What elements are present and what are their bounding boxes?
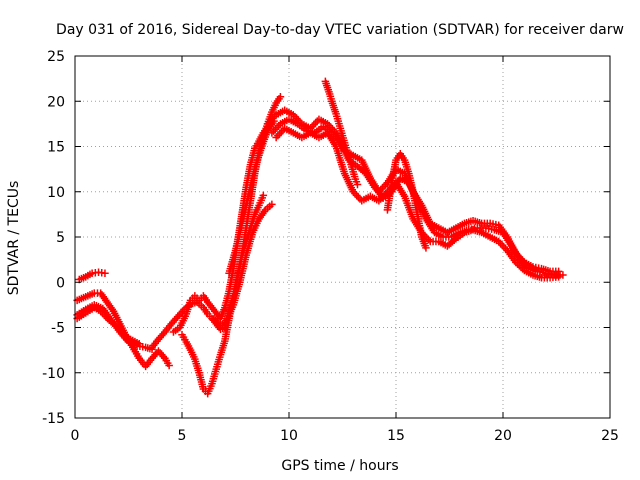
y-tick-label: 20 [47,94,65,110]
data-point [268,200,276,209]
series-track-b [73,289,173,371]
data-point [353,180,362,189]
grid-lines [75,56,610,418]
series-track-k [268,115,567,279]
y-axis-label: SDTVAR / TECUs [6,181,22,296]
y-tick-label: 15 [47,140,65,156]
scatter-points [73,77,567,398]
y-tick-label: 0 [56,275,65,291]
data-point [554,273,563,281]
data-point [135,340,143,348]
y-tick-label: 5 [56,230,65,246]
y-tick-label: -15 [42,411,65,427]
y-tick-label: -5 [51,321,65,337]
data-point [559,271,567,279]
x-axis-label: GPS time / hours [281,458,398,474]
series-track-a [75,268,109,284]
x-tick-label: 20 [494,428,512,444]
data-point [276,92,285,101]
data-point [422,244,430,252]
x-tick-label: 25 [601,428,619,444]
series-track-i [225,117,278,277]
series-track-d [73,303,143,348]
y-tick-label: 25 [47,49,65,65]
y-tick-labels: -15 -10 -5 0 5 10 15 20 25 [42,49,65,427]
data-point [165,361,173,370]
chart-title: Day 031 of 2016, Sidereal Day-to-day VTE… [56,22,624,38]
series-track-n [383,149,430,252]
y-tick-label: -10 [42,366,65,382]
series-track-h [210,200,276,330]
x-tick-label: 5 [178,428,187,444]
data-point [259,191,268,200]
x-tick-label: 0 [71,428,80,444]
x-tick-labels: 0 5 10 15 20 25 [71,428,619,444]
data-point [101,269,109,277]
x-tick-label: 15 [387,428,405,444]
axes [74,55,611,419]
series-track-m [321,77,362,189]
x-tick-label: 10 [280,428,298,444]
y-tick-label: 10 [47,185,65,201]
